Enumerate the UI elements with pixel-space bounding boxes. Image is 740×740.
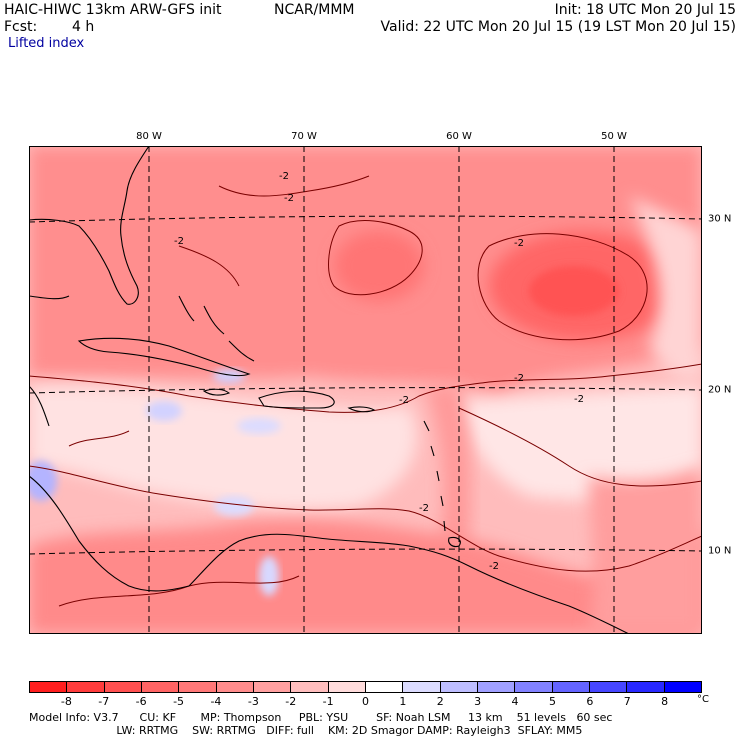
colorbar-cell: [30, 682, 68, 692]
colorbar-tick-label: -6: [135, 695, 147, 708]
colorbar-tick-label: -7: [98, 695, 110, 708]
stable-patch-colombia: [259, 556, 279, 596]
lon-label-60w: 60 W: [446, 131, 472, 142]
coastline-hispaniola: [258, 390, 335, 409]
colorbar-cell: [515, 682, 553, 692]
colorbar-tick-label: -1: [322, 695, 334, 708]
colorbar-tick-label: 5: [548, 695, 556, 708]
colorbar: [29, 681, 702, 693]
colorbar-cell: [291, 682, 329, 692]
stable-patch-hispaniola-south: [237, 418, 281, 434]
colorbar-tick-label: -5: [173, 695, 185, 708]
graticule: [29, 146, 702, 634]
stable-patch-west: [29, 461, 57, 501]
colorbar-cell: [477, 682, 516, 692]
contour-label: -2: [284, 193, 294, 204]
forecast-hour: 4 h: [72, 19, 95, 35]
colorbar-cell: [141, 682, 180, 692]
coastline-yucatan: [29, 385, 50, 427]
stable-patch-caribbean: [146, 401, 182, 421]
field-name: Lifted index: [8, 36, 85, 51]
colorbar-cell: [627, 682, 665, 692]
colorbar-tick-label: 4: [511, 695, 519, 708]
colorbar-tick-label: 0: [362, 695, 369, 708]
lat-label-10n: 10 N: [708, 545, 732, 557]
colorbar-tick-label: 7: [623, 695, 631, 708]
parallel-30n: [29, 215, 702, 223]
colorbar-cell: [552, 682, 590, 692]
contour-label: -2: [514, 373, 524, 384]
parallel-10n: [29, 548, 702, 555]
colorbar-cell: [104, 682, 142, 692]
colorbar-tick-label: 8: [661, 695, 669, 708]
lat-label-20n: 20 N: [708, 384, 732, 396]
colorbar-cell: [403, 682, 441, 692]
valid-time: Valid: 22 UTC Mon 20 Jul 15 (19 LST Mon …: [380, 19, 736, 35]
field-east-stable: [629, 196, 702, 379]
model-info-line2: LW: RRTMG SW: RRTMG DIFF: full KM: 2D Sm…: [29, 724, 583, 737]
colorbar-cell: [179, 682, 217, 692]
lon-label-80w: 80 W: [136, 131, 162, 142]
coastline-cuba: [77, 337, 251, 377]
contour-label: -2: [419, 503, 429, 514]
lon-label-70w: 70 W: [291, 131, 317, 142]
contour-label: -2: [514, 238, 524, 249]
colorbar-cell: [67, 682, 105, 692]
lat-label-30n: 30 N: [708, 213, 732, 225]
init-time: Init: 18 UTC Mon 20 Jul 15: [554, 2, 736, 18]
contour-label: -2: [399, 395, 409, 406]
coastline-puerto-rico: [347, 406, 376, 413]
center-label: NCAR/MMM: [274, 2, 355, 18]
field-south-band: [29, 519, 702, 634]
map-canvas: -2 -2 -2 -2 -2 -2 -2 -2 -2: [29, 146, 702, 634]
colorbar-cell: [365, 682, 404, 692]
stable-patch-south-caribbean: [214, 496, 254, 516]
contour-label: -2: [174, 236, 184, 247]
colorbar-tick-label: 2: [436, 695, 444, 708]
colorbar-tick-label: -8: [60, 695, 72, 708]
colorbar-cell: [664, 682, 701, 692]
colorbar-cell: [216, 682, 254, 692]
colorbar-tick-label: 1: [399, 695, 407, 708]
contour-label: -2: [279, 171, 289, 182]
colorbar-unit: °C: [697, 694, 709, 705]
forecast-label: Fcst:: [4, 19, 38, 35]
colorbar-tick-label: 3: [474, 695, 482, 708]
colorbar-tick-label: -2: [285, 695, 297, 708]
contour-label: -2: [574, 394, 584, 405]
model-title: HAIC-HIWC 13km ARW-GFS init: [4, 2, 222, 18]
parallel-20n: [29, 387, 702, 394]
field-core-east-inner: [529, 266, 619, 316]
map-frame: [29, 146, 702, 634]
field-core-central: [334, 231, 424, 301]
colorbar-tick-label: -3: [247, 695, 259, 708]
coastlines: [29, 146, 630, 634]
colorbar-cell: [253, 682, 292, 692]
contour-label: -2: [489, 561, 499, 572]
colorbar-cell: [589, 682, 628, 692]
stable-patch-jamaica: [213, 369, 245, 383]
field-southeast: [589, 466, 702, 634]
colorbar-tick-label: 6: [586, 695, 594, 708]
field-caribbean-stable: [29, 384, 417, 511]
lifted-index-map: -2 -2 -2 -2 -2 -2 -2 -2 -2: [29, 146, 702, 634]
coastline-us-florida: [29, 146, 150, 305]
lon-label-50w: 50 W: [601, 131, 627, 142]
field-atlantic-stable: [459, 386, 702, 500]
coastline-south-america: [188, 533, 630, 634]
model-info-line1: Model Info: V3.7 CU: KF MP: Thompson PBL…: [29, 711, 613, 724]
colorbar-tick-label: -4: [210, 695, 222, 708]
colorbar-cell: [440, 682, 478, 692]
coastline-central-america: [29, 475, 190, 592]
colorbar-cell: [328, 682, 366, 692]
